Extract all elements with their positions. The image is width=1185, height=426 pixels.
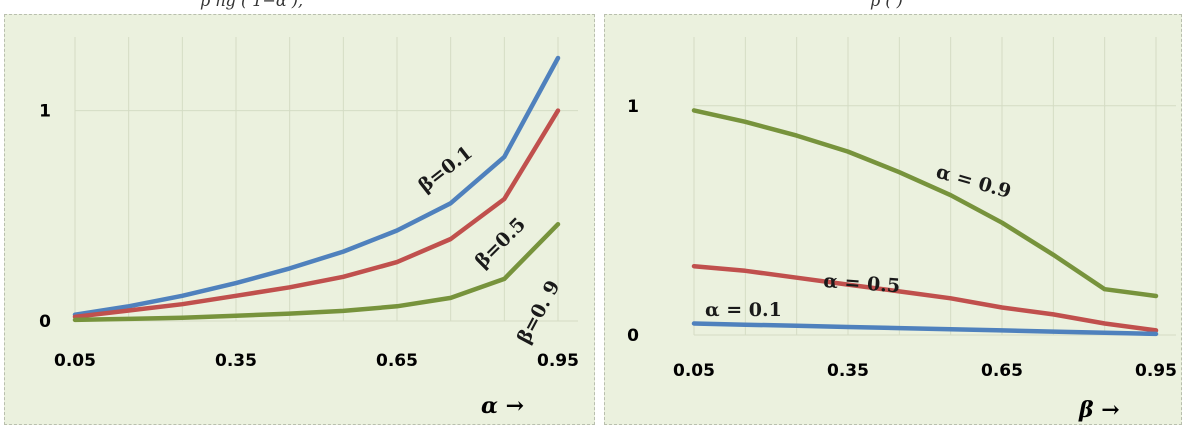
x-tick-label: 0.35 xyxy=(215,351,257,371)
chart-panel-alpha: β=0.1 β=0.5 β=0. 9 0 1 0.05 0.35 0.65 0.95 α → xyxy=(4,14,595,425)
x-axis-label: β → xyxy=(1078,397,1120,423)
series-line-beta-1 xyxy=(691,263,1159,333)
series-line-beta-2 xyxy=(691,321,1159,337)
y-tick-label: 0 xyxy=(627,326,639,346)
x-tick-label: 0.95 xyxy=(1135,361,1177,381)
series-label-beta-2: α = 0.1 xyxy=(705,299,782,321)
series-line-alpha-0 xyxy=(72,55,561,317)
y-tick-label: 0 xyxy=(39,312,51,332)
caption-fragment-left: p ng ( 1−α ), xyxy=(200,0,304,10)
y-tick-label: 1 xyxy=(39,102,51,122)
x-tick-label: 0.65 xyxy=(376,351,418,371)
chart-panel-beta: α = 0.9 α = 0.5 α = 0.1 0 1 0.05 0.35 0.65 0.95 β… xyxy=(604,14,1182,425)
series-label-beta-1: α = 0.5 xyxy=(823,270,901,297)
x-axis-label: α → xyxy=(481,393,524,419)
series-line-alpha-2 xyxy=(72,221,561,323)
caption-fragment-right: p ( ) xyxy=(870,0,903,10)
x-tick-label: 0.05 xyxy=(54,351,96,371)
x-tick-label: 0.65 xyxy=(981,361,1023,381)
series-label-alpha-2: β=0. 9 xyxy=(513,277,564,348)
series-line-alpha-1 xyxy=(72,108,561,320)
x-tick-label: 0.95 xyxy=(537,351,579,371)
gridlines xyxy=(74,37,578,322)
x-tick-label: 0.35 xyxy=(827,361,869,381)
caption-strip: p ng ( 1−α ), p ( ) xyxy=(0,0,1185,14)
x-tick-label: 0.05 xyxy=(673,361,715,381)
y-tick-label: 1 xyxy=(627,97,639,117)
series-line-beta-0 xyxy=(691,108,1159,299)
gridlines xyxy=(693,37,1176,336)
